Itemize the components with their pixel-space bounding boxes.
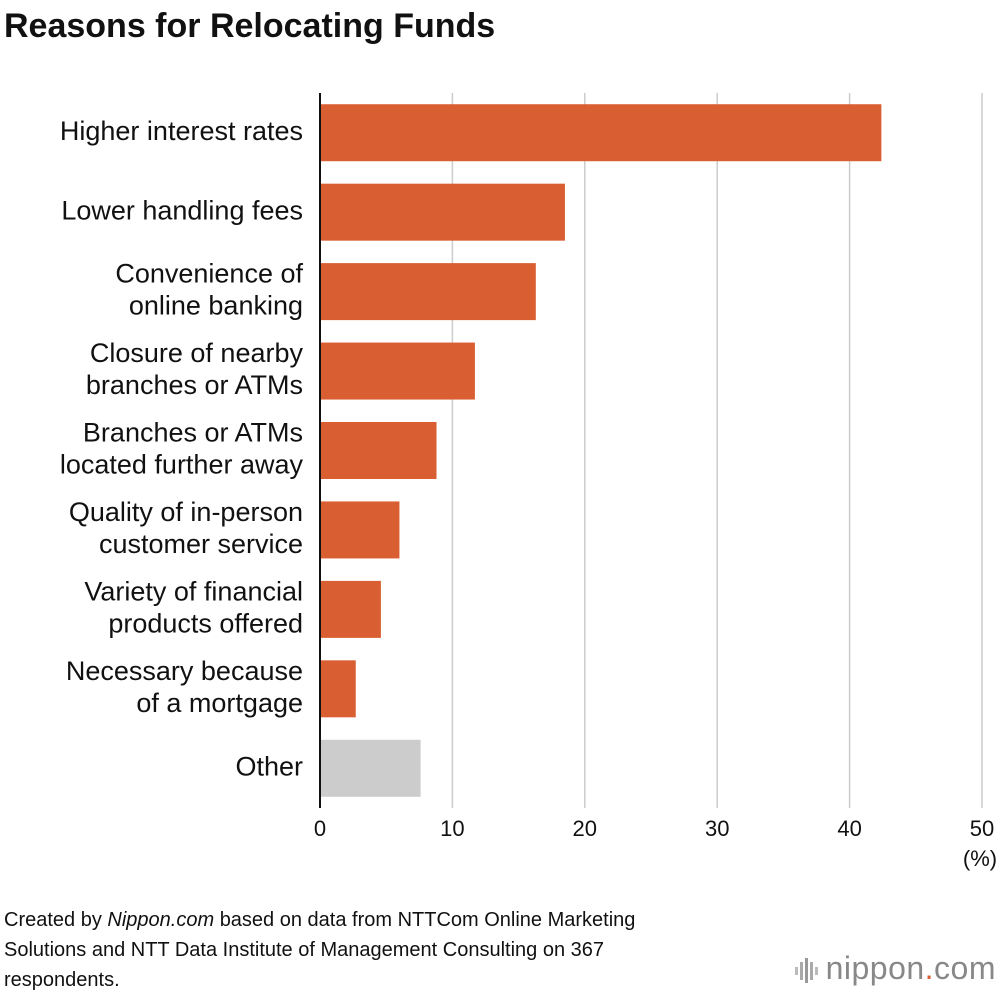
bar (320, 342, 475, 400)
y-tick-label: products offered (108, 609, 303, 639)
bar (320, 501, 400, 559)
logo-icon (794, 958, 818, 983)
bar (320, 739, 421, 797)
y-tick-label: Other (235, 751, 303, 781)
y-tick-label: customer service (99, 529, 303, 559)
bar (320, 422, 437, 479)
source-note: Created by Nippon.com based on data from… (4, 905, 704, 990)
x-tick-label: 40 (837, 816, 861, 841)
y-tick-label: Variety of financial (84, 577, 303, 607)
x-tick-label: 10 (440, 816, 464, 841)
y-tick-label: branches or ATMs (86, 370, 303, 400)
logo: nippon.com (794, 950, 996, 987)
source-text: based on data from NTTCom Online Marketi… (4, 909, 636, 990)
bar (320, 183, 565, 241)
bar (320, 104, 882, 162)
y-tick-label: Convenience of (115, 259, 303, 289)
source-emphasis: Nippon.com (107, 909, 215, 931)
x-tick-label: 0 (314, 816, 326, 841)
bar (320, 263, 536, 321)
logo-text: nippon (825, 950, 925, 986)
logo-dot: . (924, 950, 935, 986)
y-tick-label: Higher interest rates (60, 116, 303, 146)
y-tick-label: Branches or ATMs (83, 418, 303, 448)
y-tick-label: online banking (129, 291, 303, 321)
x-unit: (%) (963, 846, 997, 871)
y-tick-label: Quality of in-person (69, 497, 303, 527)
logo-text: com (934, 950, 996, 986)
chart: Reasons for Relocating Funds 0 10 20 30 40 50… (4, 7, 997, 871)
y-tick-label: of a mortgage (136, 688, 303, 718)
x-tick-label: 30 (705, 816, 729, 841)
y-tick-label: Lower handling fees (61, 195, 303, 225)
x-tick-label: 20 (573, 816, 597, 841)
chart-title: Reasons for Relocating Funds (4, 7, 495, 45)
y-tick-label: located further away (60, 450, 304, 480)
bar (320, 580, 381, 638)
x-tick-label: 50 (970, 816, 994, 841)
bar (320, 660, 356, 718)
y-tick-label: Necessary because (66, 656, 303, 686)
source-prefix: Created by (4, 909, 102, 931)
y-tick-label: Closure of nearby (90, 338, 304, 368)
